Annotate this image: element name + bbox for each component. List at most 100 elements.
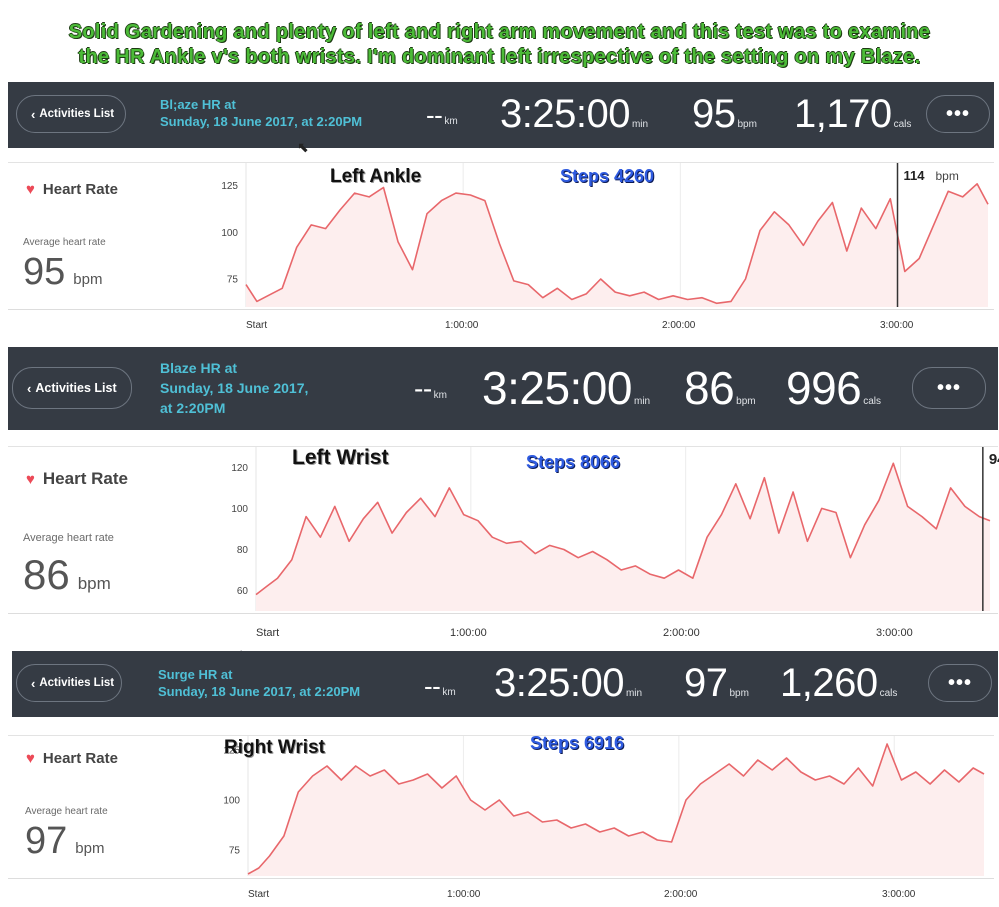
time-label: Start <box>248 889 270 900</box>
heart-rate-line <box>255 462 991 596</box>
activity-title[interactable]: Blaze HR at Sunday, 18 June 2017, at 2:2… <box>160 358 308 418</box>
left-wrist-annotation: Left Wrist <box>292 446 389 469</box>
calories-stat: 1,170 cals <box>794 92 911 137</box>
y-tick-label: 125 <box>221 181 238 192</box>
calories-unit: cals <box>863 396 882 407</box>
steps-annotation: Steps 6916 <box>530 733 625 753</box>
more-options-button[interactable]: ••• <box>912 367 986 409</box>
activity-title[interactable]: Bl;aze HR at Sunday, 18 June 2017, at 2:… <box>160 96 362 130</box>
duration-value: 3:25:00 <box>500 92 630 136</box>
bpm-unit: bpm <box>737 119 757 130</box>
distance-stat: -- km <box>424 671 456 702</box>
heart-rate-area <box>246 183 988 307</box>
y-tick-label: 75 <box>227 275 239 286</box>
bpm-stat: 86 bpm <box>684 361 756 415</box>
activity-title-line: Sunday, 18 June 2017, at 2:20PM <box>160 114 363 129</box>
avg-unit: bpm <box>77 574 111 593</box>
activity-title[interactable]: Surge HR at Sunday, 18 June 2017, at 2:2… <box>158 666 360 700</box>
steps-annotation: Steps 4260 <box>560 166 655 186</box>
heart-rate-area <box>256 463 990 611</box>
bpm-unit: bpm <box>736 396 756 407</box>
distance-stat: -- km <box>426 100 458 131</box>
headline-annotation: Solid Gardening and plenty of left and r… <box>0 20 999 70</box>
heart-rate-label: ♥ Heart Rate <box>26 181 118 198</box>
headline-line-2: the HR Ankle v's both wrists. I'm domina… <box>78 46 921 68</box>
distance-unit: km <box>442 687 456 698</box>
more-dots-icon: ••• <box>945 102 970 125</box>
activities-list-button[interactable]: ‹ Activities List <box>16 664 122 702</box>
bpm-value: 97 <box>684 661 728 705</box>
calories-value: 996 <box>786 362 862 414</box>
time-label: 3:00:00 <box>880 320 914 331</box>
calories-stat: 1,260 cals <box>780 661 897 706</box>
time-label: 2:00:00 <box>663 627 700 639</box>
activity-title-line: Sunday, 18 June 2017, at 2:20PM <box>158 684 361 699</box>
heart-rate-area <box>248 744 984 876</box>
distance-stat: -- km <box>414 373 447 405</box>
cursor-unit: bpm <box>936 169 959 183</box>
avg-unit: bpm <box>75 840 105 857</box>
activity-header-bar-1: ‹ Activities List Bl;aze HR at Sunday, 1… <box>8 82 994 148</box>
mouse-pointer-icon: ⬉ <box>297 139 309 155</box>
activity-title-line: at 2:20PM <box>160 400 226 416</box>
chevron-left-icon: ‹ <box>27 380 32 396</box>
heart-rate-title: Heart Rate <box>42 750 118 767</box>
activity-title-line: Blaze HR at <box>160 360 238 376</box>
more-options-button[interactable]: ••• <box>926 95 990 133</box>
average-heart-rate-label: Average heart rate <box>23 237 106 248</box>
y-tick-label: 100 <box>221 228 238 239</box>
heart-rate-label: ♥ Heart Rate <box>26 750 118 767</box>
heart-rate-chart-2[interactable]: 608010012094bpm <box>231 447 999 613</box>
y-tick-label: 125 <box>223 746 240 757</box>
activity-header-bar-3: ‹ Activities List Surge HR at Sunday, 18… <box>12 651 998 717</box>
distance-value: -- <box>426 100 443 130</box>
average-heart-rate-label: Average heart rate <box>23 532 114 544</box>
duration-unit: min <box>625 688 643 699</box>
time-label: Start <box>256 627 280 639</box>
avg-value: 97 <box>25 820 68 862</box>
heart-rate-chart-1[interactable]: 75 100 125 114 bpm <box>221 163 989 309</box>
headline-line-1: Solid Gardening and plenty of left and r… <box>68 21 931 43</box>
time-label: 3:00:00 <box>882 889 916 900</box>
bpm-unit: bpm <box>729 688 749 699</box>
chevron-left-icon: ‹ <box>31 106 36 122</box>
more-dots-icon: ••• <box>947 671 972 694</box>
duration-unit: min <box>631 119 649 130</box>
activities-list-label: Activities List <box>39 108 115 120</box>
activity-header-bar-2: ‹ Activities List Blaze HR at Sunday, 18… <box>8 347 998 430</box>
time-label: Start <box>246 320 268 331</box>
time-label: 2:00:00 <box>662 320 696 331</box>
time-label: 2:00:00 <box>664 889 698 900</box>
bpm-value: 86 <box>684 362 735 414</box>
heart-rate-title: Heart Rate <box>42 181 118 198</box>
bpm-stat: 95 bpm <box>692 92 757 137</box>
distance-value: -- <box>414 373 432 404</box>
time-label: 1:00:00 <box>445 320 479 331</box>
y-tick-label: 120 <box>231 463 248 474</box>
heart-rate-chart-3[interactable]: 75 100 125 <box>223 736 985 878</box>
calories-stat: 996 cals <box>786 361 881 415</box>
distance-unit: km <box>433 390 447 401</box>
y-tick-label: 60 <box>237 586 249 597</box>
duration-value: 3:25:00 <box>482 362 632 414</box>
more-options-button[interactable]: ••• <box>928 664 992 702</box>
avg-value: 95 <box>23 251 66 293</box>
heart-icon: ♥ <box>26 470 35 488</box>
chevron-left-icon: ‹ <box>31 675 36 691</box>
activities-list-button[interactable]: ‹ Activities List <box>16 95 126 133</box>
average-heart-rate-value: 97 bpm <box>25 820 104 863</box>
y-tick-label: 100 <box>223 796 240 807</box>
avg-value: 86 <box>23 551 70 598</box>
time-label: 1:00:00 <box>447 889 481 900</box>
y-tick-label: 100 <box>231 504 248 515</box>
duration-stat: 3:25:00 min <box>494 661 642 706</box>
avg-unit: bpm <box>73 271 103 288</box>
activities-list-button[interactable]: ‹ Activities List <box>12 367 132 409</box>
heart-icon: ♥ <box>26 750 35 767</box>
activity-title-line: Bl;aze HR at <box>160 97 236 112</box>
distance-value: -- <box>424 671 441 701</box>
more-dots-icon: ••• <box>936 376 961 399</box>
duration-stat: 3:25:00 min <box>500 92 648 137</box>
calories-unit: cals <box>893 119 912 130</box>
activities-list-label: Activities List <box>39 677 115 689</box>
